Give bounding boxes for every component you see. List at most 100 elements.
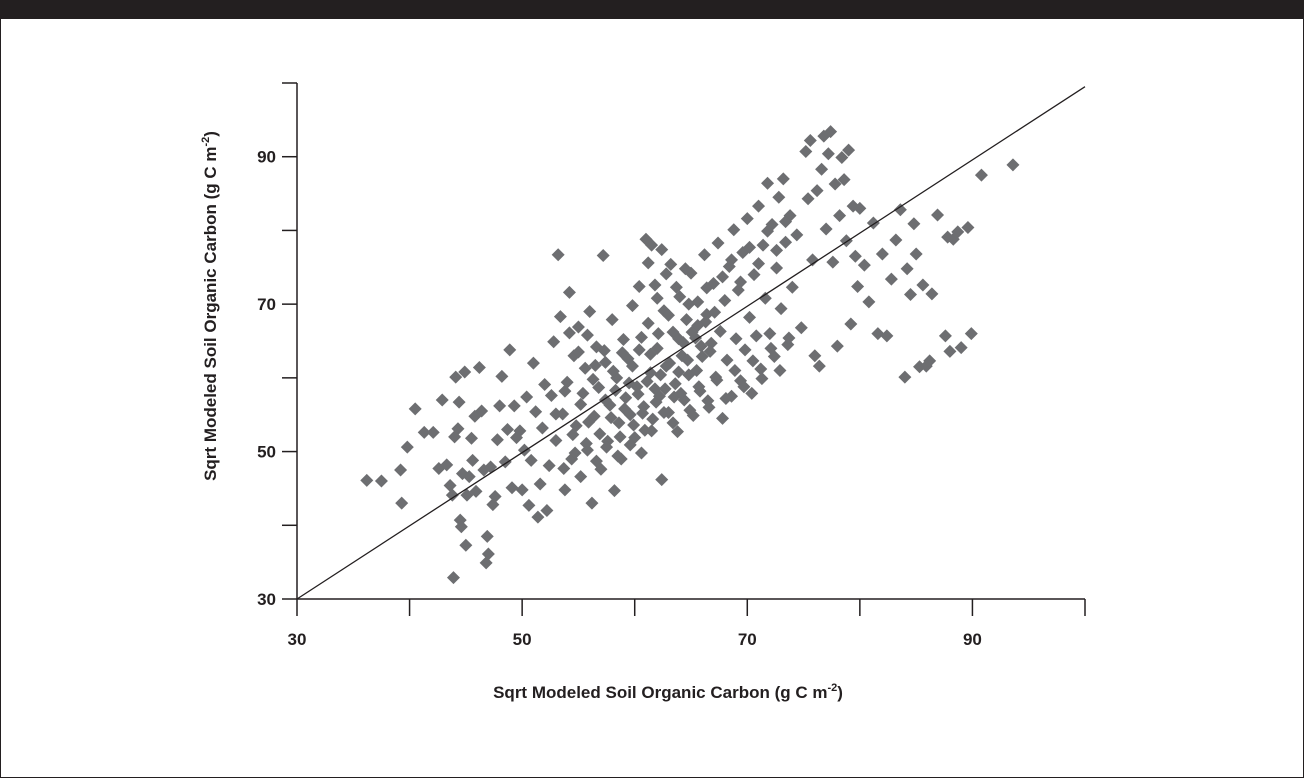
data-point <box>524 453 538 467</box>
y-tick-label: 50 <box>257 443 276 462</box>
data-point <box>618 402 632 416</box>
data-point <box>636 406 650 420</box>
data-point <box>711 236 725 250</box>
data-point <box>695 349 709 363</box>
data-point <box>664 257 678 271</box>
data-point <box>592 380 606 394</box>
data-point <box>549 434 563 448</box>
data-point <box>538 377 552 391</box>
data-point <box>612 416 626 430</box>
data-point <box>810 184 824 198</box>
data-point <box>549 407 563 421</box>
data-point <box>678 262 692 276</box>
data-point <box>670 425 684 439</box>
data-point <box>596 248 610 262</box>
data-point <box>490 433 504 447</box>
data-point <box>889 233 903 247</box>
data-point <box>725 253 739 267</box>
data-point <box>593 427 607 441</box>
data-point <box>540 504 554 518</box>
data-point <box>692 380 706 394</box>
data-point <box>568 446 582 460</box>
data-point <box>558 483 572 497</box>
data-point <box>851 279 865 293</box>
data-point <box>884 272 898 286</box>
data-point <box>799 145 813 159</box>
data-point <box>679 313 693 327</box>
data-point <box>785 280 799 294</box>
data-point <box>562 285 576 299</box>
data-point <box>828 177 842 191</box>
data-point <box>806 253 820 267</box>
data-point <box>801 192 815 206</box>
data-point <box>755 372 769 386</box>
data-point <box>547 335 561 349</box>
data-point <box>566 428 580 442</box>
data-point <box>648 278 662 292</box>
data-point <box>634 330 648 344</box>
data-point <box>576 386 590 400</box>
data-point <box>746 354 760 368</box>
data-point <box>720 353 734 367</box>
data-point <box>749 329 763 343</box>
data-point <box>745 386 759 400</box>
data-point <box>727 223 741 237</box>
x-tick-label: 50 <box>513 630 532 649</box>
data-point <box>458 365 472 379</box>
data-point <box>875 247 889 261</box>
data-point <box>782 331 796 345</box>
data-point <box>655 473 669 487</box>
data-point <box>835 150 849 164</box>
data-point <box>880 329 894 343</box>
data-point <box>443 478 457 492</box>
data-point <box>907 217 921 231</box>
data-point <box>871 327 885 341</box>
data-point <box>611 449 625 463</box>
data-point <box>531 510 545 524</box>
data-point <box>853 201 867 215</box>
data-point <box>964 327 978 341</box>
data-point <box>916 278 930 292</box>
data-point <box>631 387 645 401</box>
data-point <box>754 362 768 376</box>
data-point <box>844 317 858 331</box>
data-point <box>857 258 871 272</box>
data-point <box>394 463 408 477</box>
data-point <box>761 176 775 190</box>
data-point <box>472 361 486 375</box>
data-point <box>756 238 770 252</box>
data-point <box>445 488 459 502</box>
data-point <box>752 199 766 213</box>
data-point <box>493 399 507 413</box>
data-point <box>763 327 777 341</box>
data-point <box>503 343 517 357</box>
x-tick-label: 30 <box>288 630 307 649</box>
data-point <box>713 324 727 338</box>
data-point <box>459 538 473 552</box>
data-point <box>752 257 766 271</box>
data-point <box>597 344 611 358</box>
data-point <box>616 333 630 347</box>
data-point <box>479 556 493 570</box>
data-point <box>488 490 502 504</box>
data-point <box>737 380 751 394</box>
data-point <box>464 431 478 445</box>
data-point <box>900 262 914 276</box>
data-point <box>600 440 614 454</box>
data-point <box>716 270 730 284</box>
data-point <box>729 332 743 346</box>
x-tick-label: 90 <box>963 630 982 649</box>
data-point <box>738 343 752 357</box>
y-tick-label: 90 <box>257 148 276 167</box>
data-point <box>779 235 793 249</box>
data-point <box>830 339 844 353</box>
data-point <box>719 391 733 405</box>
data-point <box>360 473 374 487</box>
data-point <box>826 255 840 269</box>
data-point <box>655 243 669 257</box>
data-point <box>951 225 965 239</box>
data-point <box>666 416 680 430</box>
data-point <box>638 423 652 437</box>
x-axis-title: Sqrt Modeled Soil Organic Carbon (g C m-… <box>493 682 843 702</box>
data-point <box>480 529 494 543</box>
